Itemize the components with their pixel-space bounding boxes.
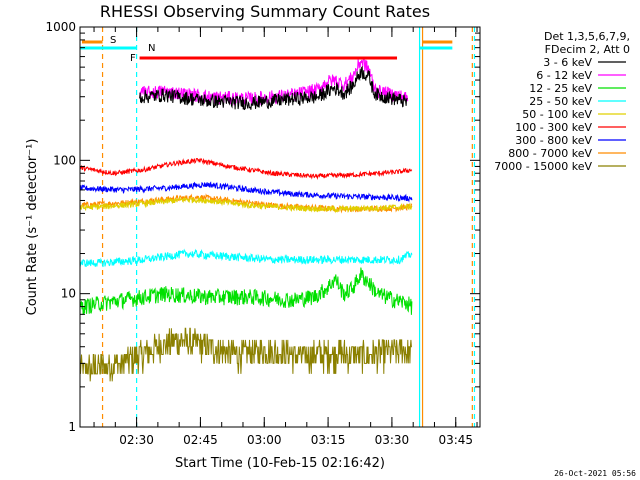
legend-label-12-25-kev: 12 - 25 keV bbox=[529, 82, 592, 95]
flag-label-n: N bbox=[148, 43, 155, 54]
legend-label-800-7000-kev: 800 - 7000 keV bbox=[508, 147, 592, 160]
legend-header-line: FDecim 2, Att 0 bbox=[545, 43, 630, 56]
legend-header-line: Det 1,3,5,6,7,9, bbox=[544, 30, 630, 43]
legend: Det 1,3,5,6,7,9,FDecim 2, Att 03 - 6 keV… bbox=[494, 30, 630, 173]
x-tick-label: 03:30 bbox=[375, 433, 410, 447]
series-300-800-kev bbox=[79, 181, 413, 203]
y-tick-label: 100 bbox=[53, 153, 76, 167]
x-tick-label: 03:15 bbox=[311, 433, 346, 447]
x-tick-label: 02:30 bbox=[119, 433, 154, 447]
timestamp: 26-Oct-2021 05:56 bbox=[554, 469, 636, 478]
legend-label-50-100-kev: 50 - 100 keV bbox=[522, 108, 592, 121]
legend-label-25-50-kev: 25 - 50 keV bbox=[529, 95, 592, 108]
x-tick-label: 02:45 bbox=[183, 433, 218, 447]
series-3-6-kev bbox=[139, 65, 408, 111]
chart-title: RHESSI Observing Summary Count Rates bbox=[100, 2, 430, 21]
x-axis-label: Start Time (10-Feb-15 02:16:42) bbox=[175, 456, 385, 471]
flag-label-f: F bbox=[130, 53, 136, 64]
y-axis-label: Count Rate (s⁻¹ detector⁻¹) bbox=[25, 139, 40, 316]
x-tick-label: 03:00 bbox=[247, 433, 282, 447]
series-100-300-kev bbox=[79, 157, 413, 181]
x-tick-label: 03:45 bbox=[438, 433, 473, 447]
series-7000-15000-kev bbox=[79, 327, 412, 382]
legend-label-6-12-kev: 6 - 12 keV bbox=[536, 69, 592, 82]
plot-frame bbox=[79, 26, 481, 428]
flag-label-s: S bbox=[110, 35, 116, 46]
y-tick-label: 10 bbox=[61, 287, 76, 301]
y-tick-label: 1 bbox=[68, 420, 76, 434]
series-25-50-kev bbox=[79, 248, 413, 268]
axes: 1 10 100 1000 02:30 02:45 03:00 03:15 03:30 03:45 bbox=[45, 20, 480, 447]
legend-label-7000-15000-kev: 7000 - 15000 keV bbox=[494, 160, 592, 173]
legend-label-3-6-kev: 3 - 6 keV bbox=[543, 56, 592, 69]
legend-label-100-300-kev: 100 - 300 keV bbox=[515, 121, 592, 134]
legend-label-300-800-kev: 300 - 800 keV bbox=[515, 134, 592, 147]
series-50-100-kev bbox=[79, 195, 413, 214]
y-tick-label: 1000 bbox=[45, 20, 76, 34]
series-12-25-kev bbox=[79, 267, 413, 316]
plot-marks: S N F bbox=[79, 27, 476, 427]
